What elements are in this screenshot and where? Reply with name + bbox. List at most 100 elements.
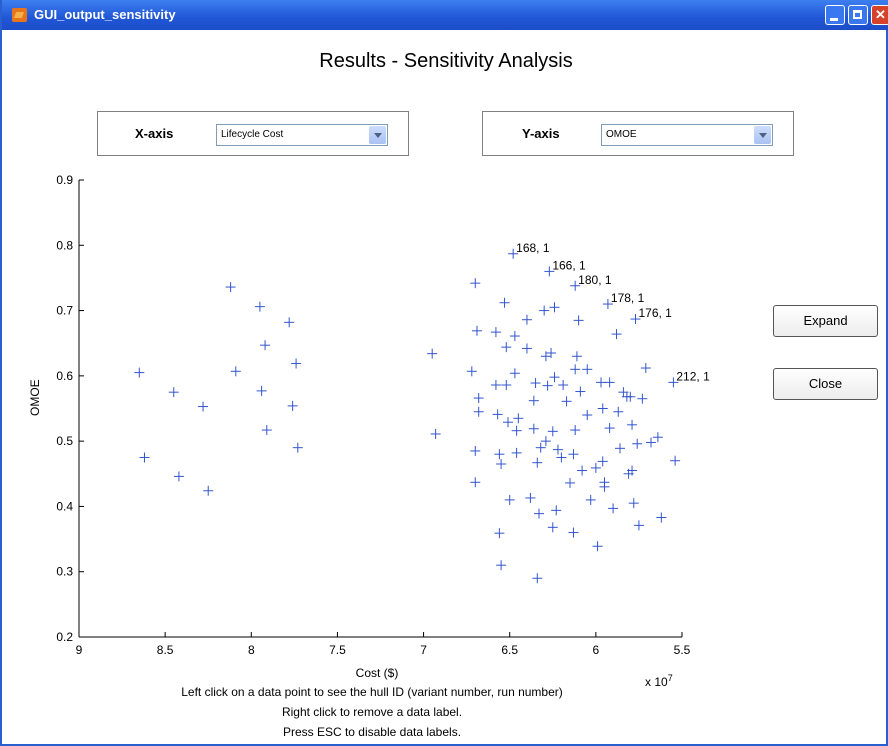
- data-point[interactable]: [547, 522, 558, 533]
- data-point[interactable]: [540, 351, 551, 362]
- data-point[interactable]: [668, 377, 679, 388]
- data-point[interactable]: [530, 378, 541, 389]
- data-point[interactable]: [614, 443, 625, 454]
- data-point[interactable]: [627, 419, 638, 430]
- data-point[interactable]: [670, 455, 681, 466]
- data-point[interactable]: [284, 317, 295, 328]
- data-point[interactable]: [261, 425, 272, 436]
- data-point[interactable]: [602, 299, 613, 310]
- plot-points[interactable]: [134, 248, 681, 584]
- data-point[interactable]: [604, 377, 615, 388]
- data-point[interactable]: [640, 363, 651, 374]
- data-point[interactable]: [494, 449, 505, 460]
- data-point[interactable]: [565, 477, 576, 488]
- data-point[interactable]: [501, 342, 512, 353]
- window-close-button[interactable]: [871, 5, 888, 25]
- data-point[interactable]: [577, 465, 588, 476]
- data-point[interactable]: [630, 314, 641, 325]
- data-point[interactable]: [513, 413, 524, 424]
- data-point[interactable]: [542, 380, 553, 391]
- data-point[interactable]: [532, 573, 543, 584]
- data-point[interactable]: [571, 351, 582, 362]
- data-point[interactable]: [470, 477, 481, 488]
- data-point[interactable]: [496, 560, 507, 571]
- data-point[interactable]: [613, 406, 624, 417]
- data-point[interactable]: [575, 386, 586, 397]
- minimize-button[interactable]: [825, 5, 845, 25]
- data-point[interactable]: [287, 400, 298, 411]
- data-point[interactable]: [535, 442, 546, 453]
- data-point[interactable]: [604, 423, 615, 434]
- data-point[interactable]: [511, 447, 522, 458]
- data-point[interactable]: [556, 452, 567, 463]
- y-axis-dropdown[interactable]: OMOE: [601, 124, 773, 146]
- data-point[interactable]: [225, 282, 236, 293]
- data-point[interactable]: [628, 498, 639, 509]
- data-point[interactable]: [645, 437, 656, 448]
- data-point[interactable]: [652, 432, 663, 443]
- maximize-button[interactable]: [848, 5, 868, 25]
- data-point[interactable]: [427, 348, 438, 359]
- data-point[interactable]: [539, 305, 550, 316]
- data-point[interactable]: [573, 315, 584, 326]
- data-point[interactable]: [627, 465, 638, 476]
- data-point[interactable]: [168, 387, 179, 398]
- data-point[interactable]: [492, 409, 503, 420]
- data-point[interactable]: [656, 512, 667, 523]
- data-point[interactable]: [134, 367, 145, 378]
- data-point[interactable]: [525, 492, 536, 503]
- data-point[interactable]: [292, 442, 303, 453]
- data-point[interactable]: [494, 528, 505, 539]
- data-point[interactable]: [590, 462, 601, 473]
- data-point[interactable]: [570, 425, 581, 436]
- data-point[interactable]: [470, 278, 481, 289]
- data-point[interactable]: [230, 366, 241, 377]
- data-point[interactable]: [551, 505, 562, 516]
- data-point[interactable]: [511, 425, 522, 436]
- data-point[interactable]: [597, 403, 608, 414]
- data-point[interactable]: [509, 331, 520, 342]
- data-point[interactable]: [256, 385, 267, 396]
- data-point[interactable]: [173, 471, 184, 482]
- data-point[interactable]: [528, 423, 539, 434]
- data-point[interactable]: [625, 391, 636, 402]
- data-point[interactable]: [546, 348, 557, 359]
- data-point[interactable]: [637, 393, 648, 404]
- data-point[interactable]: [561, 396, 572, 407]
- x-axis-dropdown[interactable]: Lifecycle Cost: [216, 124, 388, 146]
- data-point[interactable]: [532, 457, 543, 468]
- data-point[interactable]: [509, 368, 520, 379]
- expand-button[interactable]: Expand: [773, 305, 878, 337]
- data-point[interactable]: [504, 494, 515, 505]
- data-point[interactable]: [502, 417, 513, 428]
- data-point[interactable]: [521, 314, 532, 325]
- close-button[interactable]: Close: [773, 368, 878, 400]
- data-point[interactable]: [198, 401, 209, 412]
- data-point[interactable]: [521, 343, 532, 354]
- data-point[interactable]: [430, 428, 441, 439]
- data-point[interactable]: [534, 508, 545, 519]
- data-point[interactable]: [570, 364, 581, 375]
- data-point[interactable]: [585, 494, 596, 505]
- data-point[interactable]: [582, 364, 593, 375]
- data-point[interactable]: [470, 445, 481, 456]
- chevron-down-icon[interactable]: [754, 126, 771, 144]
- data-point[interactable]: [611, 329, 622, 340]
- data-point[interactable]: [570, 280, 581, 291]
- data-point[interactable]: [496, 458, 507, 469]
- data-point[interactable]: [633, 520, 644, 531]
- data-point[interactable]: [501, 379, 512, 390]
- data-point[interactable]: [596, 377, 607, 388]
- data-point[interactable]: [582, 410, 593, 421]
- data-point[interactable]: [552, 444, 563, 455]
- data-point[interactable]: [597, 456, 608, 467]
- data-point[interactable]: [549, 372, 560, 383]
- data-point[interactable]: [568, 449, 579, 460]
- data-point[interactable]: [473, 406, 484, 417]
- data-point[interactable]: [592, 541, 603, 552]
- data-point[interactable]: [540, 436, 551, 447]
- data-point[interactable]: [291, 358, 302, 369]
- data-point[interactable]: [499, 297, 510, 308]
- data-point[interactable]: [632, 438, 643, 449]
